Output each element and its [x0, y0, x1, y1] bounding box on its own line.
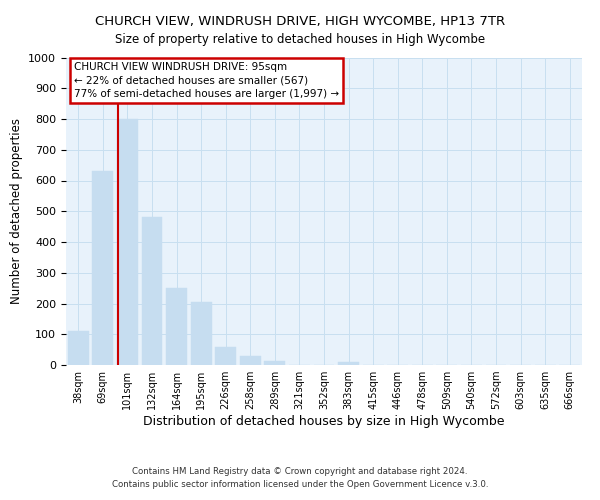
Bar [68, 331, 89, 365]
Bar [338, 362, 359, 365]
Text: CHURCH VIEW, WINDRUSH DRIVE, HIGH WYCOMBE, HP13 7TR: CHURCH VIEW, WINDRUSH DRIVE, HIGH WYCOMB… [95, 15, 505, 28]
Bar [117, 119, 138, 365]
X-axis label: Distribution of detached houses by size in High Wycombe: Distribution of detached houses by size … [143, 415, 505, 428]
Bar [191, 302, 212, 365]
Text: Contains HM Land Registry data © Crown copyright and database right 2024.
Contai: Contains HM Land Registry data © Crown c… [112, 468, 488, 489]
Bar [92, 172, 113, 365]
Bar [215, 346, 236, 365]
Text: CHURCH VIEW WINDRUSH DRIVE: 95sqm
← 22% of detached houses are smaller (567)
77%: CHURCH VIEW WINDRUSH DRIVE: 95sqm ← 22% … [74, 62, 339, 98]
Y-axis label: Number of detached properties: Number of detached properties [10, 118, 23, 304]
Text: Size of property relative to detached houses in High Wycombe: Size of property relative to detached ho… [115, 32, 485, 46]
Bar [166, 288, 187, 365]
Bar [240, 356, 261, 365]
Bar [265, 362, 286, 365]
Bar [142, 218, 163, 365]
